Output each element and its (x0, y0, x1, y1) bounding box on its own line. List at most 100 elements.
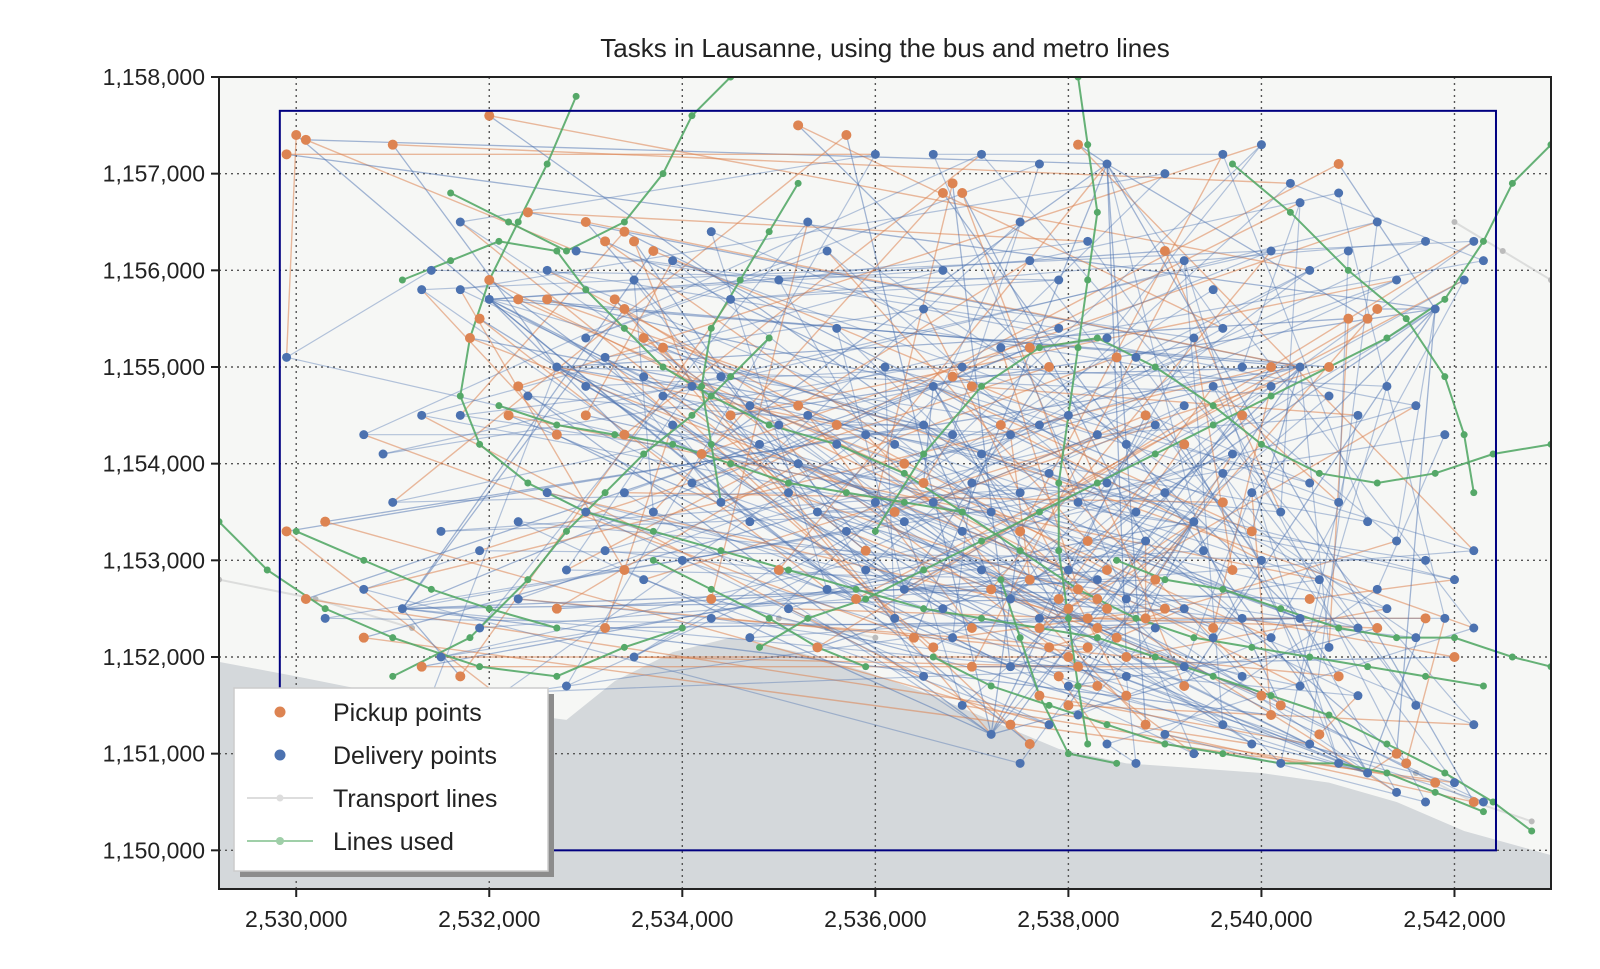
pickup-point (1314, 729, 1325, 740)
delivery-point (774, 275, 784, 285)
pickup-point (1343, 313, 1354, 324)
delivery-point (1411, 700, 1421, 710)
task-line-delivery (518, 521, 1069, 571)
used-line-stop (553, 624, 561, 632)
delivery-point (1363, 768, 1373, 778)
task-line-delivery (836, 443, 982, 571)
task-line-delivery (1048, 472, 1137, 513)
pickup-point (1024, 739, 1035, 749)
used-line-stop (698, 382, 706, 390)
task-line-delivery (325, 366, 1301, 523)
task-line-delivery (1251, 366, 1301, 532)
pickup-point (600, 623, 611, 633)
pickup-point (416, 661, 427, 672)
used-line-stop (958, 508, 966, 516)
used-line-stop (1016, 634, 1024, 642)
x-tick-label: 2,538,000 (1017, 906, 1119, 932)
pickup-point (957, 188, 968, 198)
task-line-delivery (363, 588, 1021, 764)
delivery-point (687, 478, 697, 488)
task-line-delivery (894, 443, 1320, 581)
used-line-stop (514, 218, 522, 226)
task-line-pickup (1077, 144, 1475, 552)
task-line-delivery (576, 250, 1059, 329)
used-line-stop (1422, 672, 1430, 680)
used-line-stop (929, 653, 937, 661)
task-line-delivery (951, 482, 973, 638)
x-tick-label: 2,532,000 (438, 906, 540, 932)
used-line-stop (1093, 208, 1101, 216)
used-line-stop (620, 324, 628, 332)
delivery-point (948, 430, 958, 440)
task-line-delivery (556, 366, 1320, 735)
delivery-point (359, 584, 369, 594)
delivery-point (986, 507, 996, 517)
used-line-stop (1479, 682, 1487, 690)
delivery-point (774, 420, 784, 430)
transport-stop (872, 634, 879, 641)
used-line-stop (1441, 769, 1449, 777)
task-line-delivery (672, 424, 751, 523)
delivery-point (1392, 536, 1402, 546)
delivery-point (1015, 488, 1025, 498)
delivery-point (629, 652, 639, 662)
delivery-point (1449, 575, 1459, 585)
delivery-point (455, 217, 465, 227)
delivery-point (1430, 304, 1440, 314)
delivery-point (803, 217, 813, 227)
delivery-point (1372, 584, 1382, 594)
pickup-point (696, 449, 707, 459)
task-line-delivery (489, 298, 1330, 368)
task-line-delivery (1010, 656, 1455, 668)
task-line-delivery (778, 424, 925, 677)
task-line-delivery (430, 366, 558, 696)
used-line-stop (1479, 808, 1487, 816)
task-line-delivery (605, 617, 1301, 629)
y-tick-label: 1,150,000 (103, 837, 205, 863)
pickup-point (281, 526, 292, 537)
delivery-point (571, 246, 581, 256)
pickup-point (1208, 623, 1219, 633)
task-line-delivery (1068, 656, 1368, 774)
task-line-delivery (923, 221, 1021, 426)
pickup-point (1111, 632, 1122, 643)
pickup-point (1391, 748, 1402, 759)
delivery-point (783, 604, 793, 614)
task-line-delivery (547, 269, 1272, 387)
pickup-point (1266, 362, 1277, 372)
used-line-stop (1084, 740, 1092, 748)
delivery-point (629, 275, 639, 285)
used-line-stop (649, 556, 657, 564)
delivery-point (716, 497, 726, 507)
pickup-point (937, 188, 948, 198)
used-line-stop (553, 247, 561, 255)
delivery-point (1411, 401, 1421, 411)
used-line-stop (601, 489, 609, 497)
delivery-point (542, 488, 552, 498)
task-line-delivery (1009, 540, 1147, 726)
used-line-stop (611, 431, 619, 439)
delivery-point (1334, 497, 1344, 507)
pickup-point (1304, 594, 1315, 604)
task-line-delivery (363, 153, 982, 436)
task-line-delivery (585, 511, 1359, 629)
delivery-point (716, 372, 726, 382)
task-line-pickup (962, 704, 1436, 784)
pickup-point (706, 594, 717, 604)
task-line-delivery (633, 279, 789, 494)
delivery-point (1382, 604, 1392, 614)
delivery-point (581, 333, 591, 343)
delivery-point (1343, 246, 1353, 256)
used-line-stop (1528, 827, 1536, 835)
y-tick-label: 1,153,000 (103, 547, 205, 573)
task-line-delivery (730, 240, 1426, 300)
delivery-point (890, 439, 900, 449)
task-line-pickup (1328, 318, 1350, 648)
task-line-delivery (585, 250, 828, 339)
task-line-delivery (488, 298, 1117, 639)
task-line-delivery (942, 308, 1436, 610)
used-line-stop (736, 276, 744, 284)
used-line-stop (1508, 653, 1516, 661)
task-line-delivery (1376, 434, 1446, 590)
used-line-stop (553, 672, 561, 680)
